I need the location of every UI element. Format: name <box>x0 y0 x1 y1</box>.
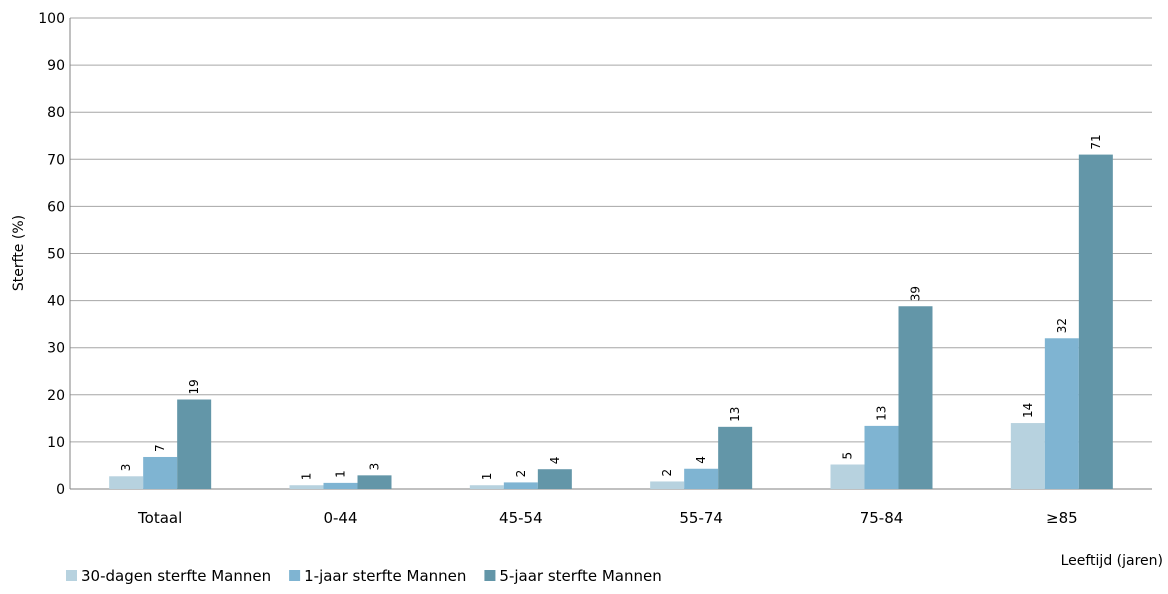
legend-label: 5-jaar sterfte Mannen <box>499 567 661 585</box>
data-label: 32 <box>1055 318 1069 333</box>
bar <box>177 399 212 489</box>
legend-swatch <box>484 570 496 581</box>
y-tick-label: 70 <box>47 152 65 168</box>
bar <box>357 475 392 489</box>
data-label: 19 <box>187 379 201 394</box>
y-tick-label: 80 <box>47 105 65 121</box>
bar <box>469 485 504 489</box>
bars <box>109 154 1113 489</box>
legend: 30-dagen sterfte Mannen 1-jaar sterfte Ma… <box>66 567 662 585</box>
x-axis-categories: Totaal 0-44 45-54 55-74 75-84 ≥85 <box>137 509 1078 527</box>
data-label: 7 <box>153 444 167 452</box>
y-tick-label: 50 <box>47 247 65 263</box>
y-axis-title: Sterfte (%) <box>11 215 27 291</box>
legend-item: 5-jaar sterfte Mannen <box>484 567 662 585</box>
bar <box>650 481 685 489</box>
y-tick-label: 90 <box>47 58 65 74</box>
gridlines <box>69 17 1152 490</box>
data-label: 39 <box>909 286 923 301</box>
data-label: 4 <box>694 456 708 464</box>
legend-swatch <box>289 570 301 581</box>
bar <box>898 306 933 489</box>
data-label: 5 <box>841 452 855 460</box>
data-label: 3 <box>119 464 133 472</box>
x-tick-label: 0-44 <box>323 509 357 527</box>
data-label: 1 <box>300 473 314 481</box>
y-tick-label: 10 <box>47 435 65 451</box>
data-label: 13 <box>728 407 742 422</box>
x-tick-label: ≥85 <box>1046 509 1078 527</box>
y-tick-label: 40 <box>47 294 65 310</box>
x-axis-title: Leeftijd (jaren) <box>1061 553 1163 569</box>
y-tick-label: 20 <box>47 388 65 404</box>
bar <box>109 476 144 489</box>
bar <box>289 485 324 489</box>
data-label: 13 <box>875 406 889 421</box>
legend-item: 1-jaar sterfte Mannen <box>289 567 466 585</box>
bar <box>1010 423 1045 489</box>
x-tick-label: 55-74 <box>679 509 723 527</box>
bar <box>718 426 753 489</box>
y-tick-label: 30 <box>47 341 65 357</box>
bar <box>1044 338 1079 489</box>
bar <box>1078 154 1113 489</box>
bar <box>830 464 865 489</box>
x-tick-label: Totaal <box>137 509 182 527</box>
data-label: 14 <box>1021 403 1035 418</box>
x-tick-label: 45-54 <box>499 509 543 527</box>
data-label: 4 <box>548 457 562 465</box>
bar <box>323 482 358 489</box>
legend-swatch <box>66 570 77 581</box>
bar <box>864 425 899 489</box>
x-tick-label: 75-84 <box>860 509 904 527</box>
data-label: 3 <box>368 463 382 471</box>
bar <box>684 468 719 489</box>
y-tick-label: 60 <box>47 199 65 215</box>
legend-label: 1-jaar sterfte Mannen <box>304 567 466 585</box>
bar <box>143 456 178 489</box>
legend-item: 30-dagen sterfte Mannen <box>66 567 271 585</box>
y-tick-label: 100 <box>38 11 65 27</box>
bar <box>503 482 538 489</box>
data-label: 2 <box>660 469 674 477</box>
bar <box>537 469 572 489</box>
legend-label: 30-dagen sterfte Mannen <box>81 567 271 585</box>
data-label: 1 <box>480 473 494 481</box>
data-label: 71 <box>1089 134 1103 149</box>
data-label: 2 <box>514 470 528 478</box>
y-axis-ticks: 0 10 20 30 40 50 60 70 80 90 100 <box>38 11 65 498</box>
data-label: 1 <box>334 470 348 478</box>
y-tick-label: 0 <box>56 482 65 498</box>
